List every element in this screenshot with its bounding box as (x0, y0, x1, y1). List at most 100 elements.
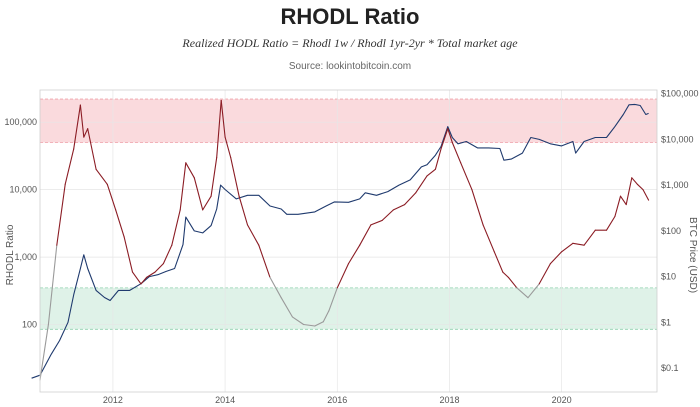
rhodl-ratio-segment (538, 263, 551, 285)
rhodl-ratio-segment (572, 242, 585, 246)
rhodl-ratio-segment (516, 287, 529, 299)
rhodl-ratio-segment (123, 236, 134, 273)
rhodl-ratio-segment (440, 128, 449, 150)
rhodl-ratio-segment (238, 195, 249, 226)
rhodl-ratio-segment (216, 99, 222, 159)
y-left-tick-label: 100,000 (4, 117, 37, 127)
rhodl-ratio-segment (527, 283, 540, 299)
rhodl-ratio-segment (95, 168, 108, 185)
rhodl-ratio-segment (179, 162, 187, 211)
rhodl-ratio-segment (79, 104, 85, 138)
rhodl-ratio-segment (561, 242, 574, 253)
axis-layer: 2012 2014 2016 2018 2020 100 1,000 10,000 100,00… (4, 89, 698, 405)
rhodl-ratio-segment (246, 224, 260, 246)
rhodl-ratio-segment (642, 189, 650, 201)
y-right-tick-label: $1 (661, 317, 671, 327)
rhodl-ratio-segment (314, 321, 324, 327)
rhodl-ratio-segment (415, 175, 428, 194)
rhodl-ratio-segment (370, 219, 383, 226)
y-right-tick-label: $10 (661, 272, 676, 282)
rhodl-ratio-segment (625, 177, 633, 206)
rhodl-ratio-segment (230, 156, 240, 197)
rhodl-ratio-segment (171, 209, 181, 246)
y-left-tick-label: 10,000 (9, 185, 37, 195)
rhodl-ratio-segment (493, 251, 504, 273)
rhodl-ratio-segment (220, 99, 226, 138)
rhodl-ratio-segment (549, 251, 563, 265)
x-tick-label: 2014 (215, 395, 235, 405)
series-layer (31, 99, 650, 381)
rhodl-ratio-segment (507, 276, 518, 289)
rhodl-ratio-segment (291, 316, 305, 326)
grid-layer (40, 90, 657, 392)
rhodl-ratio-segment (451, 141, 462, 164)
band-upper (40, 99, 657, 143)
rhodl-ratio-segment (185, 162, 195, 179)
y-right-tick-label: $0.1 (661, 363, 679, 373)
rhodl-ratio-segment (614, 195, 622, 218)
rhodl-ratio-segment (210, 156, 218, 197)
rhodl-ratio-segment (115, 209, 125, 238)
rhodl-ratio-segment (162, 244, 173, 265)
rhodl-ratio-segment (140, 276, 148, 285)
rhodl-ratio-segment (269, 276, 282, 299)
rhodl-ratio-segment (482, 224, 495, 253)
rhodl-ratio-segment (381, 209, 394, 221)
rhodl-ratio-segment (258, 244, 271, 278)
y-left-tick-label: 1,000 (14, 252, 37, 262)
rhodl-ratio-segment (404, 192, 417, 206)
rhodl-ratio-segment (631, 177, 638, 185)
rhodl-ratio-segment (154, 263, 164, 273)
chart-source: Source: lookintobitcoin.com (288, 61, 412, 72)
rhodl-ratio-segment (303, 323, 316, 327)
rhodl-ratio-segment (106, 183, 117, 211)
y-right-tick-label: $1,000 (661, 180, 689, 190)
rhodl-ratio-segment (87, 128, 97, 170)
rhodl-ratio-segment (605, 215, 616, 231)
chart-subtitle: Realized HODL Ratio = Rhodl 1w / Rhodl 1… (182, 36, 518, 50)
plot-frame (39, 89, 658, 393)
y-left-tick-label: 100 (22, 320, 37, 330)
rhodl-ratio-segment (224, 136, 232, 159)
rhodl-ratio-segment (636, 183, 644, 191)
rhodl-ratio-segment (73, 104, 81, 150)
rhodl-ratio-segment (202, 195, 212, 211)
btc-price-line (31, 103, 649, 379)
rhodl-ratio-segment (460, 162, 473, 191)
rhodl-ratio-segment (47, 244, 58, 326)
rhodl-ratio-segment (347, 244, 361, 265)
rhodl-ratio-segment (146, 271, 156, 278)
band-lower (40, 287, 657, 330)
x-tick-label: 2018 (439, 395, 459, 405)
band-layer (40, 98, 657, 330)
x-tick-label: 2020 (552, 395, 572, 405)
rhodl-ratio-segment (426, 168, 436, 177)
y-right-tick-label: $10,000 (661, 134, 694, 144)
rhodl-ratio-segment (502, 271, 509, 278)
rhodl-ratio-segment (583, 229, 596, 246)
rhodl-ratio-segment (193, 177, 204, 211)
rhodl-ratio-segment (322, 310, 330, 323)
rhodl-ratio-segment (83, 128, 89, 138)
rhodl-ratio-segment (447, 128, 453, 144)
rhodl-ratio-segment (39, 323, 49, 381)
rhodl-ratio-segment (471, 189, 484, 226)
y-right-tick-label: $100 (661, 226, 681, 236)
rhodl-ratio-segment (64, 148, 75, 185)
y-left-axis-title: RHODL Ratio (5, 224, 16, 285)
rhodl-ratio-segment (328, 287, 338, 312)
rhodl-ratio-segment (392, 204, 406, 211)
rhodl-ratio-segment (359, 224, 372, 246)
rhodl-ratio-segment (56, 183, 66, 246)
x-tick-label: 2016 (327, 395, 347, 405)
rhodl-ratio-segment (619, 195, 627, 206)
x-tick-label: 2012 (103, 395, 123, 405)
y-right-axis-title: BTC Price (USD) (687, 217, 698, 293)
rhodl-ratio-segment (131, 271, 142, 285)
page-title: RHODL Ratio (280, 4, 420, 29)
rhodl-ratio-segment (280, 297, 293, 318)
rhodl-ratio-segment (336, 263, 350, 289)
y-right-tick-label: $100,000 (661, 89, 699, 99)
rhodl-ratio-segment (434, 148, 442, 170)
